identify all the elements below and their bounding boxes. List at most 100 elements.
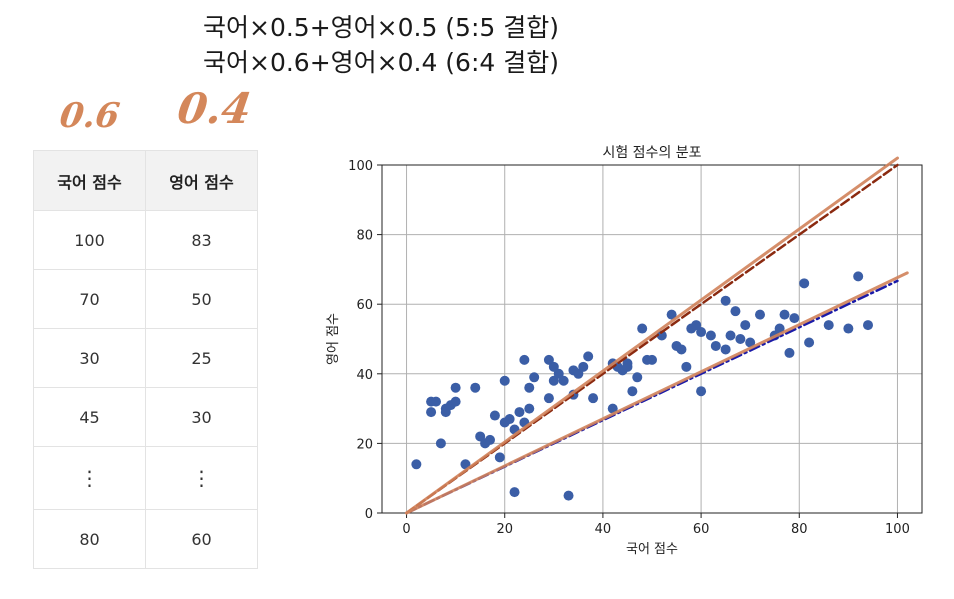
- formula-5-5: 국어×0.5+영어×0.5 (5:5 결합): [203, 13, 559, 42]
- data-point: [725, 330, 736, 341]
- table-row: 100 83: [33, 210, 258, 270]
- data-point: [647, 354, 657, 365]
- data-point: [563, 490, 574, 501]
- cell-english: 30: [145, 387, 258, 447]
- data-point: [440, 407, 451, 418]
- data-point: [740, 320, 751, 331]
- data-point: [485, 434, 495, 445]
- formula-6-4: 국어×0.6+영어×0.4 (6:4 결합): [203, 48, 559, 77]
- score-table: 국어 점수 영어 점수 100 83 70 50 30 25 45 30 ⋮ ⋮…: [33, 150, 258, 569]
- cell-english: 50: [145, 269, 258, 329]
- cell-korean: 30: [33, 328, 146, 388]
- data-point: [578, 361, 589, 372]
- data-point: [696, 386, 707, 397]
- data-point: [696, 327, 707, 338]
- handwritten-weight-korean: 0.6: [57, 96, 122, 136]
- formula-block: 국어×0.5+영어×0.5 (5:5 결합) 국어×0.6+영어×0.4 (6:…: [203, 10, 559, 80]
- data-point: [745, 337, 756, 348]
- table-row: 45 30: [33, 387, 258, 447]
- x-tick-label: 60: [693, 522, 710, 537]
- series-line-solid: [405, 156, 899, 515]
- data-point: [426, 407, 437, 418]
- data-point: [499, 375, 510, 386]
- data-point: [863, 320, 873, 331]
- table-row: 80 60: [33, 509, 258, 569]
- y-tick-label: 100: [348, 159, 373, 174]
- data-point: [637, 323, 648, 334]
- data-point: [656, 330, 667, 341]
- cell-korean: 70: [33, 269, 146, 329]
- data-point: [779, 309, 790, 320]
- data-point: [450, 396, 461, 407]
- data-point: [519, 354, 530, 365]
- data-point: [509, 487, 520, 498]
- data-point: [524, 403, 535, 414]
- data-point: [558, 375, 569, 386]
- cell-korean: 45: [33, 387, 146, 447]
- data-point: [543, 354, 554, 365]
- header-korean-score: 국어 점수: [33, 150, 146, 211]
- data-point: [774, 323, 785, 334]
- data-point: [411, 459, 422, 470]
- table-row: 70 50: [33, 269, 258, 329]
- data-point: [622, 358, 633, 369]
- x-tick-label: 20: [496, 522, 513, 537]
- cell-english: 60: [145, 509, 258, 569]
- cell-korean: 80: [33, 509, 146, 569]
- data-point: [504, 414, 515, 425]
- data-point: [607, 403, 618, 414]
- table-header-row: 국어 점수 영어 점수: [33, 150, 258, 211]
- header-english-score: 영어 점수: [145, 150, 258, 211]
- y-tick-label: 60: [356, 298, 373, 313]
- data-point: [632, 372, 643, 383]
- data-point: [431, 396, 441, 407]
- y-tick-label: 80: [356, 229, 373, 244]
- data-point: [553, 368, 564, 379]
- cell-korean-ellipsis: ⋮: [33, 446, 146, 510]
- data-point: [573, 368, 584, 379]
- table-row: 30 25: [33, 328, 258, 388]
- data-point: [470, 382, 481, 393]
- data-point: [789, 313, 800, 324]
- data-point: [804, 337, 815, 348]
- data-point: [475, 431, 486, 442]
- data-point: [755, 309, 765, 320]
- data-point: [710, 340, 721, 351]
- data-point: [843, 323, 854, 334]
- y-tick-label: 40: [356, 368, 373, 383]
- data-point: [705, 330, 716, 341]
- x-tick-label: 80: [791, 522, 808, 537]
- data-point: [489, 410, 500, 421]
- x-axis-label: 국어 점수: [626, 542, 678, 557]
- data-point: [524, 382, 535, 393]
- data-point: [548, 375, 559, 386]
- x-tick-label: 100: [885, 522, 910, 537]
- data-point: [543, 393, 554, 404]
- y-tick-label: 20: [356, 437, 373, 452]
- data-point: [494, 452, 505, 463]
- plot-frame: [381, 164, 923, 514]
- data-point: [784, 347, 795, 358]
- handwritten-weight-english: 0.4: [174, 84, 255, 133]
- y-tick-label: 0: [365, 507, 373, 522]
- data-point: [435, 438, 446, 449]
- data-point: [676, 344, 687, 355]
- cell-korean: 100: [33, 210, 146, 270]
- cell-english: 83: [145, 210, 258, 270]
- data-point: [681, 361, 692, 372]
- chart-title: 시험 점수의 분포: [602, 145, 701, 161]
- data-point: [627, 386, 638, 397]
- series-line-solid: [405, 271, 909, 515]
- data-point: [548, 361, 559, 372]
- data-point: [691, 320, 702, 331]
- data-point: [450, 382, 461, 393]
- data-point: [514, 407, 525, 418]
- y-axis-label: 영어 점수: [326, 313, 341, 365]
- data-point: [853, 271, 864, 282]
- data-point: [720, 295, 731, 306]
- data-point: [823, 320, 834, 331]
- data-point: [583, 351, 594, 362]
- data-point: [588, 393, 599, 404]
- data-point: [666, 309, 677, 320]
